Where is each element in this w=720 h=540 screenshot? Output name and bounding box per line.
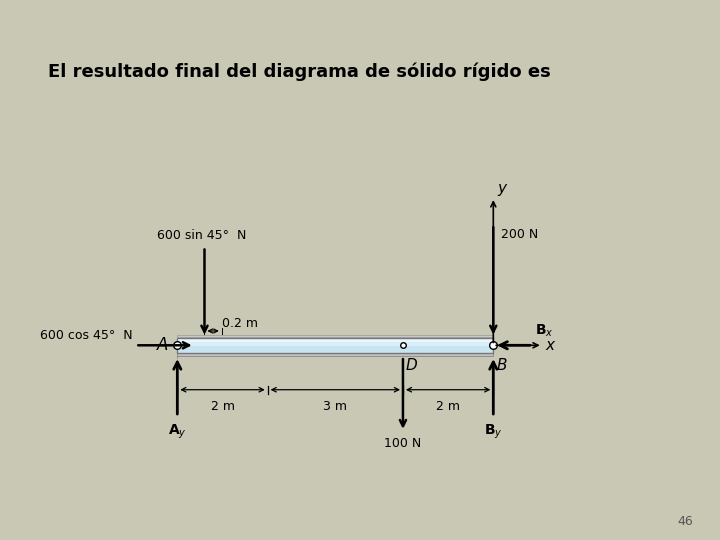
Text: $\mathbf{A}_y$: $\mathbf{A}_y$ [168,423,186,441]
Text: B: B [496,357,507,373]
Text: El resultado final del diagrama de sólido rígido es: El resultado final del diagrama de sólid… [48,62,551,80]
Text: 600 cos 45°  N: 600 cos 45° N [40,329,133,342]
Text: 2 m: 2 m [436,400,460,413]
Bar [177,335,493,338]
Text: 2 m: 2 m [210,400,235,413]
Text: 100 N: 100 N [384,437,422,450]
Text: $\mathbf{B}_y$: $\mathbf{B}_y$ [484,423,503,441]
Bar [177,338,493,346]
Text: y: y [498,181,506,195]
Bar [177,353,493,356]
Text: D: D [405,357,417,373]
Bar [177,338,493,342]
Text: 200 N: 200 N [500,228,538,241]
Text: 0.2 m: 0.2 m [222,318,258,330]
Text: 3 m: 3 m [323,400,347,413]
Bar [177,338,493,353]
Text: $\mathbf{B}_x$: $\mathbf{B}_x$ [535,323,554,339]
Text: 46: 46 [677,515,693,528]
Text: A: A [157,336,168,354]
Bar [177,338,493,339]
Text: x: x [545,338,554,353]
Text: 600 sin 45°  N: 600 sin 45° N [158,228,247,241]
Bar [177,338,493,353]
